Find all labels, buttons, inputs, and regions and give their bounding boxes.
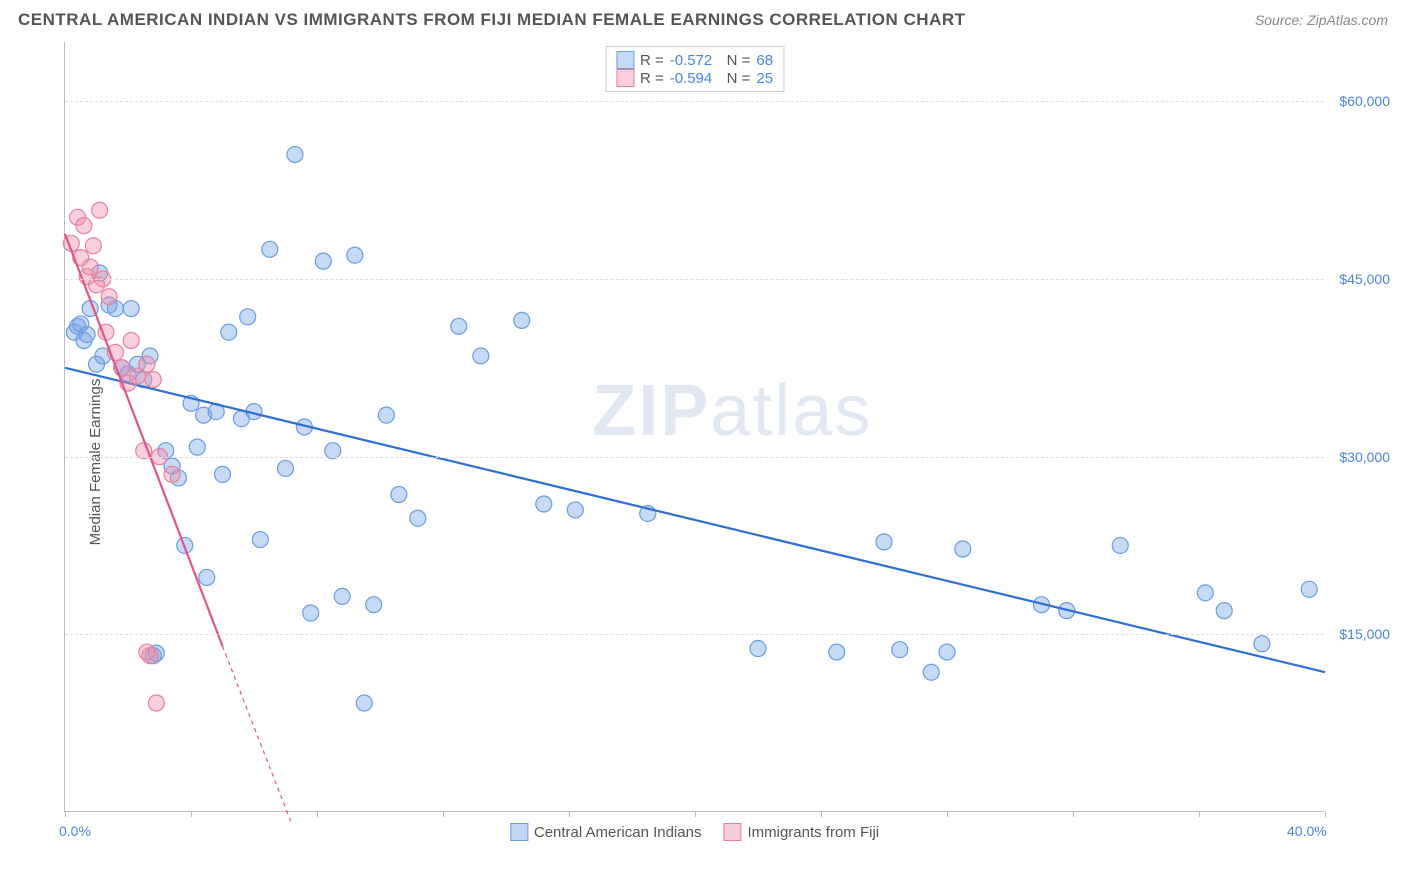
x-tick bbox=[695, 811, 696, 817]
data-point bbox=[923, 664, 939, 680]
y-tick-label: $30,000 bbox=[1330, 449, 1390, 465]
data-point bbox=[148, 695, 164, 711]
x-tick bbox=[191, 811, 192, 817]
legend-r-label: R = bbox=[640, 70, 664, 87]
data-point bbox=[1301, 581, 1317, 597]
data-point bbox=[536, 496, 552, 512]
data-point bbox=[829, 644, 845, 660]
plot-svg bbox=[65, 42, 1324, 811]
legend-item: Immigrants from Fiji bbox=[723, 823, 879, 841]
data-point bbox=[123, 301, 139, 317]
legend-r-value: -0.594 bbox=[670, 70, 713, 87]
data-point bbox=[356, 695, 372, 711]
data-point bbox=[366, 597, 382, 613]
series-legend: Central American Indians Immigrants from … bbox=[510, 823, 879, 841]
data-point bbox=[123, 333, 139, 349]
data-point bbox=[199, 569, 215, 585]
data-point bbox=[139, 356, 155, 372]
data-point bbox=[164, 466, 180, 482]
data-point bbox=[79, 327, 95, 343]
legend-label: Central American Indians bbox=[534, 824, 702, 841]
data-point bbox=[85, 238, 101, 254]
legend-row: R = -0.594 N = 25 bbox=[616, 69, 773, 87]
data-point bbox=[189, 439, 205, 455]
correlation-legend: R = -0.572 N = 68R = -0.594 N = 25 bbox=[605, 46, 784, 92]
data-point bbox=[567, 502, 583, 518]
x-tick bbox=[1199, 811, 1200, 817]
legend-n-label: N = bbox=[718, 70, 750, 87]
data-point bbox=[303, 605, 319, 621]
legend-item: Central American Indians bbox=[510, 823, 702, 841]
legend-r-value: -0.572 bbox=[670, 52, 713, 69]
x-tick bbox=[443, 811, 444, 817]
gridline bbox=[65, 457, 1324, 458]
y-tick-label: $15,000 bbox=[1330, 626, 1390, 642]
data-point bbox=[262, 241, 278, 257]
gridline bbox=[65, 101, 1324, 102]
data-point bbox=[215, 466, 231, 482]
x-tick bbox=[1325, 811, 1326, 817]
legend-swatch bbox=[616, 69, 634, 87]
trend-line-extension bbox=[223, 646, 292, 824]
x-tick bbox=[65, 811, 66, 817]
x-tick bbox=[947, 811, 948, 817]
y-tick-label: $60,000 bbox=[1330, 93, 1390, 109]
legend-n-value: 25 bbox=[756, 70, 773, 87]
legend-n-label: N = bbox=[718, 52, 750, 69]
chart-container: Median Female Earnings ZIPatlas R = -0.5… bbox=[50, 42, 1390, 882]
x-tick bbox=[317, 811, 318, 817]
chart-title: CENTRAL AMERICAN INDIAN VS IMMIGRANTS FR… bbox=[18, 10, 966, 30]
legend-swatch bbox=[510, 823, 528, 841]
trend-line bbox=[65, 368, 1325, 672]
legend-swatch bbox=[616, 51, 634, 69]
data-point bbox=[514, 312, 530, 328]
data-point bbox=[391, 487, 407, 503]
x-axis-label: 0.0% bbox=[59, 823, 91, 839]
data-point bbox=[1254, 636, 1270, 652]
data-point bbox=[221, 324, 237, 340]
gridline bbox=[65, 634, 1324, 635]
legend-label: Immigrants from Fiji bbox=[747, 824, 879, 841]
data-point bbox=[139, 644, 155, 660]
x-tick bbox=[821, 811, 822, 817]
source-label: Source: ZipAtlas.com bbox=[1255, 12, 1388, 28]
x-tick bbox=[569, 811, 570, 817]
legend-row: R = -0.572 N = 68 bbox=[616, 51, 773, 69]
data-point bbox=[252, 532, 268, 548]
x-tick bbox=[1073, 811, 1074, 817]
data-point bbox=[145, 372, 161, 388]
data-point bbox=[939, 644, 955, 660]
data-point bbox=[287, 147, 303, 163]
data-point bbox=[347, 247, 363, 263]
data-point bbox=[315, 253, 331, 269]
data-point bbox=[473, 348, 489, 364]
data-point bbox=[892, 642, 908, 658]
data-point bbox=[76, 218, 92, 234]
data-point bbox=[750, 641, 766, 657]
data-point bbox=[876, 534, 892, 550]
legend-n-value: 68 bbox=[756, 52, 773, 69]
y-tick-label: $45,000 bbox=[1330, 271, 1390, 287]
data-point bbox=[82, 259, 98, 275]
data-point bbox=[451, 318, 467, 334]
data-point bbox=[92, 202, 108, 218]
plot-area: ZIPatlas R = -0.572 N = 68R = -0.594 N =… bbox=[64, 42, 1324, 812]
data-point bbox=[378, 407, 394, 423]
data-point bbox=[334, 588, 350, 604]
data-point bbox=[1216, 603, 1232, 619]
data-point bbox=[240, 309, 256, 325]
data-point bbox=[278, 460, 294, 476]
legend-r-label: R = bbox=[640, 52, 664, 69]
data-point bbox=[1112, 537, 1128, 553]
data-point bbox=[410, 510, 426, 526]
legend-swatch bbox=[723, 823, 741, 841]
x-axis-label: 40.0% bbox=[1287, 823, 1327, 839]
gridline bbox=[65, 279, 1324, 280]
data-point bbox=[1197, 585, 1213, 601]
data-point bbox=[955, 541, 971, 557]
data-point bbox=[101, 289, 117, 305]
